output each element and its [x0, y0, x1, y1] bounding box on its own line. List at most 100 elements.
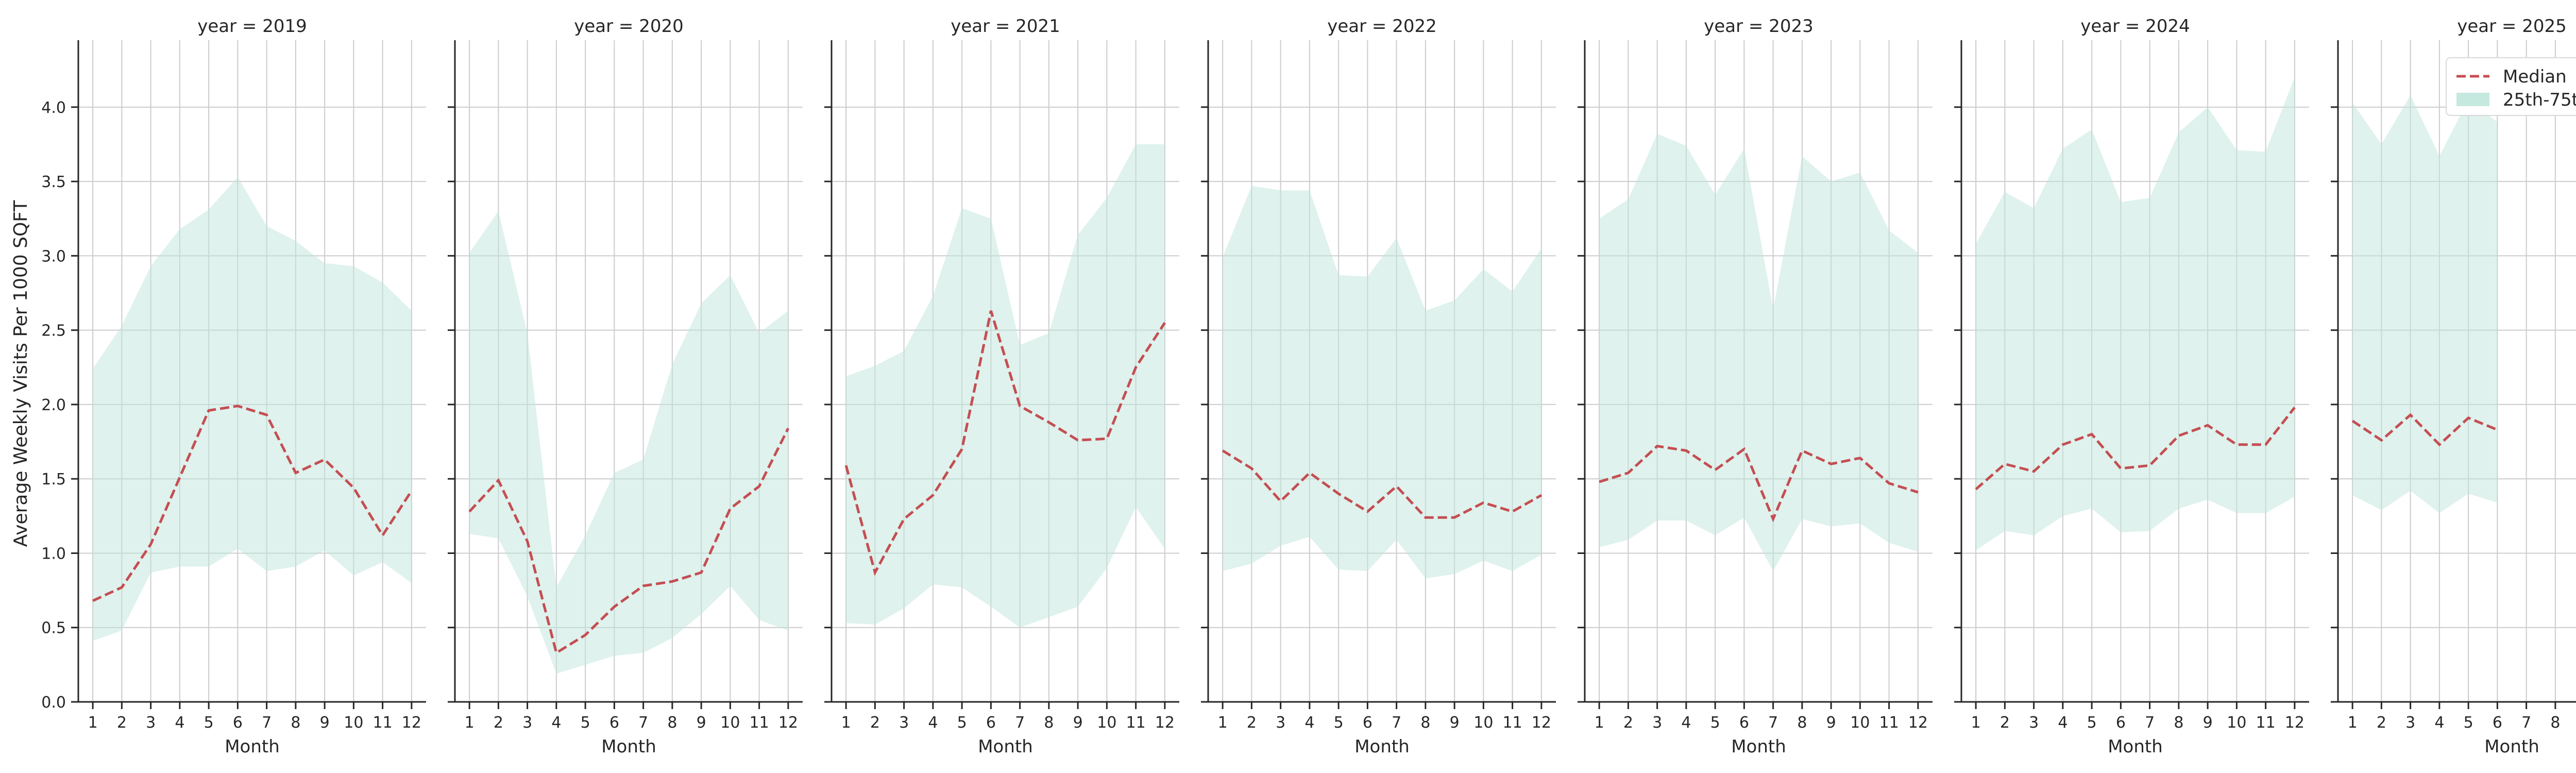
x-tick-label: 1 [1595, 714, 1604, 732]
percentile-band [1599, 133, 1918, 572]
x-tick-label: 3 [2405, 714, 2415, 732]
median-line [2351, 413, 2498, 447]
x-tick-label: 2 [494, 714, 503, 732]
x-axis-label: Month [2484, 736, 2539, 757]
x-tick-label: 9 [697, 714, 706, 732]
x-tick-label: 10 [1473, 714, 1493, 732]
y-tick-label: 1.0 [41, 545, 66, 563]
percentile-band [846, 144, 1165, 628]
x-axis-label: Month [1354, 736, 1410, 757]
x-tick-label: 12 [1155, 714, 1175, 732]
x-tick-label: 8 [2550, 714, 2560, 732]
x-tick-label: 6 [2116, 714, 2126, 732]
facet-title: year = 2021 [951, 16, 1060, 37]
facet-title: year = 2019 [197, 16, 307, 37]
x-tick-label: 7 [2145, 714, 2155, 732]
x-tick-label: 11 [1126, 714, 1146, 732]
x-tick-label: 4 [928, 714, 938, 732]
y-tick-label: 1.5 [41, 470, 66, 489]
x-tick-label: 11 [373, 714, 393, 732]
x-tick-label: 10 [2227, 714, 2246, 732]
x-tick-label: 7 [1392, 714, 1401, 732]
median-line [844, 310, 1166, 576]
x-tick-label: 6 [233, 714, 243, 732]
x-tick-label: 5 [957, 714, 967, 732]
x-tick-label: 11 [1503, 714, 1522, 732]
x-tick-label: 11 [2256, 714, 2276, 732]
x-tick-label: 5 [1710, 714, 1720, 732]
y-tick-label: 0.0 [41, 694, 66, 712]
x-tick-label: 3 [146, 714, 156, 732]
facet-title: year = 2022 [1327, 16, 1436, 37]
x-tick-label: 4 [2058, 714, 2067, 732]
x-tick-label: 3 [899, 714, 909, 732]
x-tick-label: 10 [1850, 714, 1870, 732]
x-tick-label: 6 [2493, 714, 2502, 732]
x-tick-label: 2 [2000, 714, 2010, 732]
x-tick-label: 3 [1276, 714, 1285, 732]
x-tick-label: 6 [609, 714, 619, 732]
x-tick-label: 10 [344, 714, 363, 732]
x-tick-label: 1 [841, 714, 851, 732]
y-tick-label: 2.5 [41, 322, 66, 340]
x-axis-label: Month [2108, 736, 2163, 757]
x-tick-label: 12 [2285, 714, 2304, 732]
x-tick-label: 3 [2029, 714, 2039, 732]
x-tick-label: 6 [986, 714, 996, 732]
y-tick-label: 3.5 [41, 173, 66, 191]
x-tick-label: 10 [1097, 714, 1116, 732]
x-tick-label: 10 [720, 714, 740, 732]
x-tick-label: 12 [1532, 714, 1551, 732]
x-tick-label: 5 [2087, 714, 2097, 732]
x-tick-label: 12 [1908, 714, 1928, 732]
x-tick-label: 2 [117, 714, 127, 732]
x-tick-label: 9 [320, 714, 330, 732]
legend-band-swatch [2456, 93, 2489, 106]
x-tick-label: 9 [1073, 714, 1083, 732]
y-tick-label: 4.0 [41, 99, 66, 117]
x-tick-label: 9 [2203, 714, 2213, 732]
percentile-band [93, 177, 412, 641]
x-tick-label: 9 [1450, 714, 1460, 732]
x-tick-label: 2 [1623, 714, 1633, 732]
x-tick-label: 6 [1739, 714, 1749, 732]
x-tick-label: 4 [551, 714, 561, 732]
legend: Median 25th-75th Percentile [2446, 57, 2576, 116]
x-tick-label: 2 [2377, 714, 2386, 732]
x-tick-label: 6 [1363, 714, 1372, 732]
percentile-band [1976, 77, 2295, 550]
facet-title: year = 2020 [574, 16, 683, 37]
x-tick-label: 3 [522, 714, 532, 732]
legend-median-label: Median [2503, 66, 2567, 87]
x-tick-label: 8 [667, 714, 677, 732]
median-line [1222, 449, 1543, 519]
x-tick-label: 1 [88, 714, 98, 732]
facet-title: year = 2025 [2457, 16, 2566, 37]
y-tick-label: 2.0 [41, 396, 66, 414]
x-tick-label: 11 [750, 714, 769, 732]
x-tick-label: 7 [1768, 714, 1778, 732]
x-tick-label: 8 [1044, 714, 1054, 732]
x-tick-label: 8 [291, 714, 300, 732]
x-tick-label: 2 [1247, 714, 1257, 732]
x-tick-label: 1 [2348, 714, 2358, 732]
x-axis-label: Month [225, 736, 280, 757]
percentile-band [1223, 186, 1541, 579]
x-tick-label: 7 [262, 714, 272, 732]
x-tick-label: 12 [778, 714, 798, 732]
x-tick-label: 8 [2174, 714, 2183, 732]
x-tick-label: 4 [2434, 714, 2444, 732]
facet-1: 0.00.51.01.52.02.53.03.54.01 2 3 4 5 6 7 8 9 10 11… [41, 16, 426, 757]
median-line [1599, 445, 1919, 523]
percentile-band [469, 211, 788, 674]
x-tick-label: 1 [465, 714, 474, 732]
y-tick-label: 3.0 [41, 247, 66, 265]
median-line [1975, 407, 2296, 491]
x-axis-label: Month [601, 736, 656, 757]
